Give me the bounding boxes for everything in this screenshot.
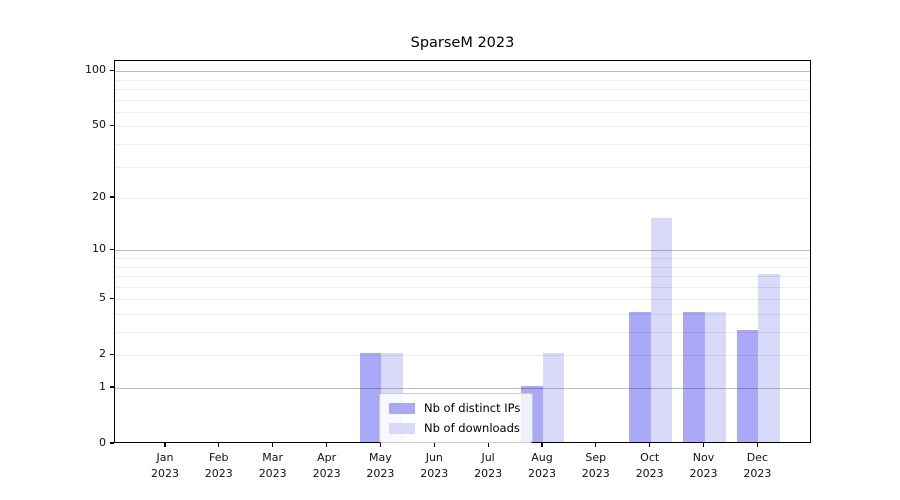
y-tick [110,69,114,71]
gridline-major [115,388,810,389]
gridline-minor [115,88,810,90]
gridline-minor [115,276,810,277]
x-tick-label: Apr 2023 [312,451,341,480]
legend-entry-distinct-ips: Nb of distinct IPs [389,400,520,416]
gridline-minor [115,355,810,357]
x-tick [164,443,166,447]
bar-downloads [758,274,780,442]
bar-distinct-ips [683,312,705,442]
y-tick-label: 2 [99,346,106,360]
x-tick [756,443,758,447]
y-tick [110,353,114,355]
bar-distinct-ips [359,353,382,442]
legend-label-downloads: Nb of downloads [424,421,520,435]
gridline-minor [115,332,810,333]
y-tick [110,196,114,198]
bar-distinct-ips [629,312,651,442]
gridline-minor [115,111,810,113]
y-tick [110,297,114,299]
bar-distinct-ips [736,330,759,442]
y-tick [110,386,114,388]
x-tick [541,443,543,447]
x-tick-label: Dec 2023 [743,451,772,480]
x-tick-label: Feb 2023 [204,451,233,480]
legend-label-distinct-ips: Nb of distinct IPs [424,401,521,415]
y-tick-label: 20 [92,189,106,203]
x-tick [218,443,220,447]
x-tick [487,443,489,447]
x-tick-label: Sep 2023 [581,451,610,480]
x-tick [325,443,328,447]
gridline-minor [115,314,810,315]
chart-title: SparseM 2023 [410,35,515,51]
bar-downloads [650,218,673,442]
gridline-minor [115,166,810,168]
y-tick-label: 10 [92,241,106,255]
y-tick-label: 5 [99,290,106,304]
gridline-minor [115,143,810,145]
y-tick-label: 100 [85,62,106,76]
gridline-minor [115,126,810,128]
y-tick-label: 50 [92,117,106,131]
x-tick [702,443,705,447]
legend-entry-downloads: Nb of downloads [389,420,520,436]
x-tick-label: Oct 2023 [635,451,664,480]
legend: Nb of distinct IPs Nb of downloads [379,393,534,443]
x-tick-label: Jan 2023 [151,451,179,480]
gridline-minor [115,299,810,301]
x-tick [379,443,381,447]
gridline-minor [115,286,810,288]
y-tick-label: 0 [99,435,106,449]
x-tick-label: Jun 2023 [420,451,449,480]
x-tick-label: Aug 2023 [528,451,556,480]
x-tick-label: Nov 2023 [689,451,718,480]
gridline-minor [115,266,810,268]
x-tick [595,443,597,447]
legend-swatch-downloads [389,422,415,434]
y-tick-label: 1 [99,379,106,393]
x-tick [272,443,274,447]
gridline-minor [115,79,810,81]
gridline-minor [115,198,810,199]
x-tick-label: Mar 2023 [258,451,287,480]
bar-downloads [704,312,726,442]
gridline-major [115,71,810,73]
y-tick [110,442,114,444]
x-tick [433,443,435,447]
bar-downloads [542,353,565,442]
gridline-major [115,250,810,252]
gridline-minor [115,258,810,259]
legend-swatch-distinct-ips [389,402,415,414]
y-tick [110,124,114,126]
gridline-minor [115,99,810,101]
x-tick [649,443,651,447]
x-tick-label: May 2023 [366,451,395,480]
y-tick [110,248,114,250]
x-tick-label: Jul 2023 [474,451,503,480]
plot-area [114,60,811,443]
